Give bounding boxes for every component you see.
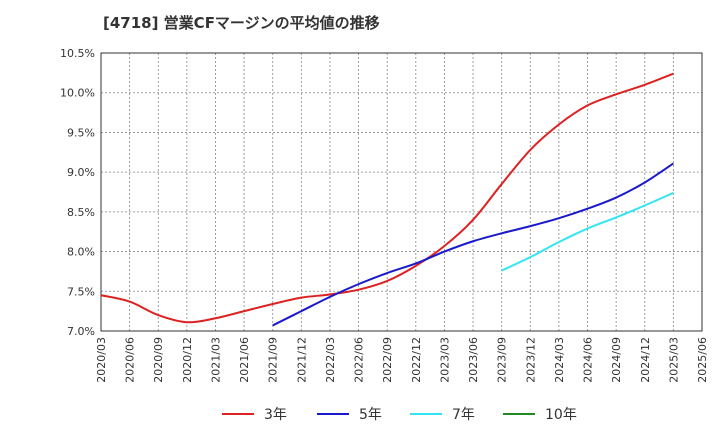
x-tick-label: 2022/03 bbox=[324, 337, 337, 383]
x-tick-label: 2024/06 bbox=[582, 337, 595, 383]
y-tick-label: 10.0% bbox=[60, 87, 95, 100]
legend-label: 10年 bbox=[545, 407, 577, 423]
legend-label: 7年 bbox=[452, 407, 475, 423]
y-tick-label: 9.0% bbox=[67, 166, 95, 179]
series-line-1 bbox=[100, 72, 674, 324]
grid-lines bbox=[100, 52, 703, 332]
x-tick-label: 2023/12 bbox=[524, 337, 537, 383]
x-tick-label: 2021/06 bbox=[238, 337, 251, 383]
y-axis-ticks: 7.0% 7.5% 8.0% 8.5% 9.0% 9.5% 10.0% 10.5% bbox=[60, 47, 95, 338]
legend-label: 3年 bbox=[264, 407, 287, 423]
x-tick-label: 2025/03 bbox=[667, 337, 680, 383]
x-tick-label: 2022/12 bbox=[410, 337, 423, 383]
series-lines bbox=[100, 72, 674, 327]
series-line-2 bbox=[272, 162, 674, 327]
x-tick-label: 2024/12 bbox=[639, 337, 652, 383]
x-tick-label: 2021/09 bbox=[267, 337, 280, 383]
legend-label: 5年 bbox=[359, 407, 382, 423]
x-tick-label: 2025/06 bbox=[696, 337, 709, 383]
legend: 3年 5年 7年 10年 bbox=[222, 407, 577, 423]
x-tick-label: 2021/03 bbox=[209, 337, 222, 383]
x-tick-label: 2023/06 bbox=[467, 337, 480, 383]
x-tick-label: 2023/03 bbox=[438, 337, 451, 383]
x-axis-ticks: 2020/03 2020/06 2020/09 2020/12 2021/03 2021/… bbox=[95, 337, 709, 383]
x-tick-label: 2022/06 bbox=[353, 337, 366, 383]
plot-border bbox=[100, 52, 703, 332]
y-tick-label: 9.5% bbox=[67, 126, 95, 139]
x-tick-label: 2020/06 bbox=[124, 337, 137, 383]
y-tick-label: 10.5% bbox=[60, 47, 95, 60]
series-line-3 bbox=[501, 191, 674, 272]
x-tick-label: 2024/09 bbox=[610, 337, 623, 383]
chart-title: [4718] 営業CFマージンの平均値の推移 bbox=[103, 14, 380, 32]
x-tick-label: 2024/03 bbox=[553, 337, 566, 383]
y-tick-label: 7.0% bbox=[67, 325, 95, 338]
x-tick-label: 2020/09 bbox=[152, 337, 165, 383]
x-tick-label: 2020/03 bbox=[95, 337, 108, 383]
y-tick-label: 7.5% bbox=[67, 285, 95, 298]
y-tick-label: 8.0% bbox=[67, 246, 95, 259]
x-tick-label: 2020/12 bbox=[181, 337, 194, 383]
y-tick-label: 8.5% bbox=[67, 206, 95, 219]
x-tick-label: 2022/09 bbox=[381, 337, 394, 383]
x-tick-label: 2021/12 bbox=[295, 337, 308, 383]
x-tick-label: 2023/09 bbox=[496, 337, 509, 383]
